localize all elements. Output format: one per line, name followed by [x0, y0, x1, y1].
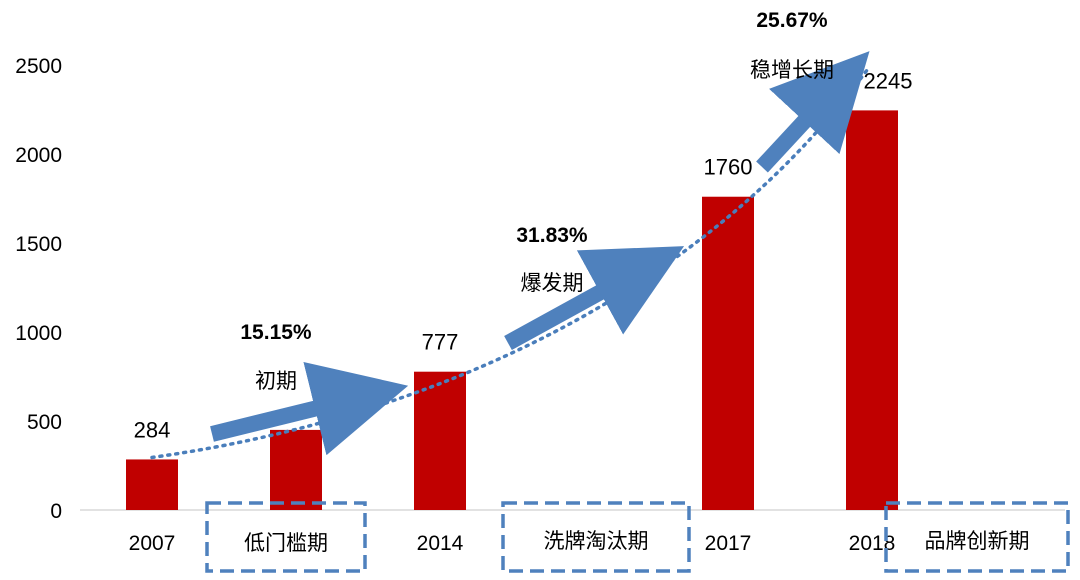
data-label: 777	[422, 330, 459, 355]
bar	[702, 196, 754, 510]
trend-line	[150, 64, 872, 460]
growth-arrow-1	[210, 362, 409, 456]
x-tick-label: 2017	[705, 532, 752, 555]
growth-arrows	[210, 51, 870, 456]
data-labels: 284 777 1760 2245	[134, 68, 913, 442]
stage-box-1: 低门槛期	[205, 501, 367, 573]
growth-rate-1: 15.15%	[240, 321, 312, 344]
data-label: 1760	[704, 155, 753, 180]
growth-arrow-3	[756, 51, 870, 173]
y-tick-label: 2500	[15, 55, 62, 78]
y-tick-label: 0	[50, 500, 62, 523]
x-axis-ticks: 2007 2014 2017 2018	[129, 532, 896, 555]
data-label: 284	[134, 417, 171, 442]
x-tick-label: 2007	[129, 532, 176, 555]
phase-label-1: 初期	[255, 369, 297, 393]
bar	[846, 110, 898, 510]
stage-label-1: 低门槛期	[244, 531, 328, 555]
bar	[414, 371, 466, 510]
data-label: 2245	[864, 68, 913, 93]
y-tick-label: 1000	[15, 322, 62, 345]
growth-rate-2: 31.83%	[516, 224, 588, 247]
growth-arrow-2	[504, 246, 685, 351]
bars	[126, 110, 898, 510]
bar	[270, 429, 322, 510]
y-tick-label: 2000	[15, 144, 62, 167]
stage-label-3: 品牌创新期	[925, 529, 1030, 553]
phase-label-3: 稳增长期	[750, 58, 834, 82]
phase-label-2: 爆发期	[521, 271, 584, 295]
stage-box-3: 品牌创新期	[884, 501, 1070, 573]
stage-label-2: 洗牌淘汰期	[544, 529, 649, 553]
growth-rate-3: 25.67%	[756, 9, 828, 32]
y-axis-ticks: 0 500 1000 1500 2000 2500	[15, 55, 62, 523]
bar	[126, 459, 178, 510]
y-tick-label: 500	[27, 411, 62, 434]
stage-box-2: 洗牌淘汰期	[501, 501, 691, 573]
y-tick-label: 1500	[15, 233, 62, 256]
x-tick-label: 2018	[849, 532, 896, 555]
x-tick-label: 2014	[417, 532, 464, 555]
